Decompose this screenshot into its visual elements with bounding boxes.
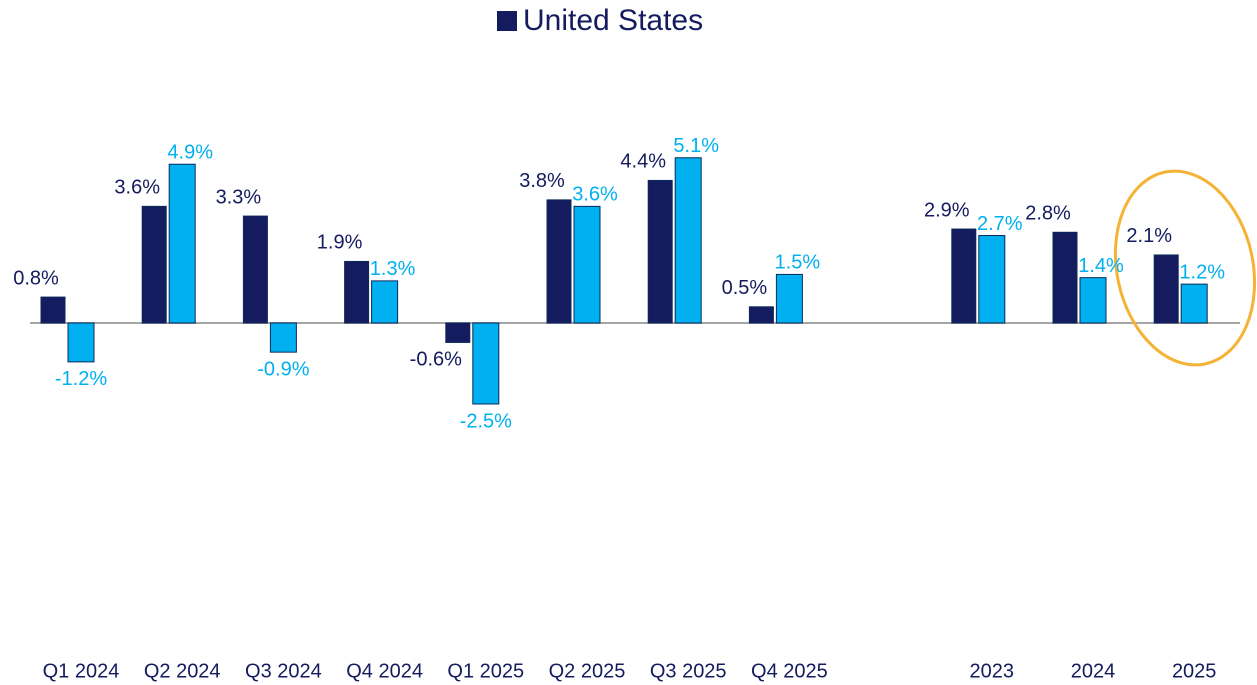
data-label: -1.2% bbox=[55, 368, 107, 390]
legend-swatch bbox=[497, 11, 517, 31]
data-label: 1.9% bbox=[317, 232, 363, 254]
bar bbox=[546, 199, 572, 324]
data-label: 1.2% bbox=[1179, 261, 1225, 283]
x-tick-label: Q3 2024 bbox=[245, 660, 322, 682]
data-label: 2.7% bbox=[977, 213, 1023, 235]
bar bbox=[472, 322, 500, 405]
data-label: 4.4% bbox=[620, 151, 666, 173]
bar bbox=[573, 205, 601, 324]
x-tick-label: Q2 2024 bbox=[144, 660, 221, 682]
data-label: 2.1% bbox=[1126, 225, 1172, 247]
data-label: 3.8% bbox=[519, 170, 565, 192]
bar bbox=[344, 260, 370, 324]
bar bbox=[40, 296, 66, 324]
data-label: 3.6% bbox=[114, 177, 160, 199]
x-tick-label: 2024 bbox=[1071, 660, 1116, 682]
data-label: -0.9% bbox=[257, 358, 309, 380]
x-tick-label: Q3 2025 bbox=[650, 660, 727, 682]
bar bbox=[1052, 231, 1078, 324]
bar bbox=[674, 157, 702, 324]
data-label: 0.8% bbox=[13, 267, 59, 289]
x-tick-label: Q2 2025 bbox=[549, 660, 626, 682]
x-tick-label: Q4 2024 bbox=[346, 660, 423, 682]
bar bbox=[775, 273, 803, 324]
data-label: 2.8% bbox=[1025, 203, 1071, 225]
bar bbox=[67, 322, 95, 363]
data-label: 3.3% bbox=[216, 186, 262, 208]
data-label: 1.3% bbox=[370, 258, 416, 280]
highlight-circle bbox=[1113, 169, 1257, 367]
bar bbox=[647, 179, 673, 324]
legend-label: United States bbox=[523, 4, 703, 37]
data-label: 1.4% bbox=[1078, 255, 1124, 277]
bar bbox=[242, 215, 268, 324]
bar bbox=[1180, 283, 1208, 324]
x-tick-label: Q1 2025 bbox=[447, 660, 524, 682]
bar bbox=[141, 205, 167, 324]
bar bbox=[445, 322, 471, 343]
bar bbox=[1079, 277, 1107, 324]
bar bbox=[168, 163, 196, 324]
bar bbox=[269, 322, 297, 353]
bar bbox=[371, 280, 399, 324]
x-tick-label: 2025 bbox=[1172, 660, 1217, 682]
data-label: 0.5% bbox=[722, 277, 768, 299]
bar bbox=[748, 306, 774, 324]
x-tick-label: 2023 bbox=[970, 660, 1015, 682]
bar bbox=[978, 235, 1006, 324]
x-tick-label: Q4 2025 bbox=[751, 660, 828, 682]
data-label: -0.6% bbox=[410, 349, 462, 371]
data-label: 1.5% bbox=[775, 252, 821, 274]
data-label: 2.9% bbox=[924, 199, 970, 221]
data-label: 5.1% bbox=[673, 135, 719, 157]
data-label: 3.6% bbox=[572, 184, 618, 206]
bar bbox=[1153, 254, 1179, 324]
bar bbox=[951, 228, 977, 324]
data-label: -2.5% bbox=[460, 410, 512, 432]
data-label: 4.9% bbox=[167, 142, 213, 164]
x-tick-label: Q1 2024 bbox=[43, 660, 120, 682]
